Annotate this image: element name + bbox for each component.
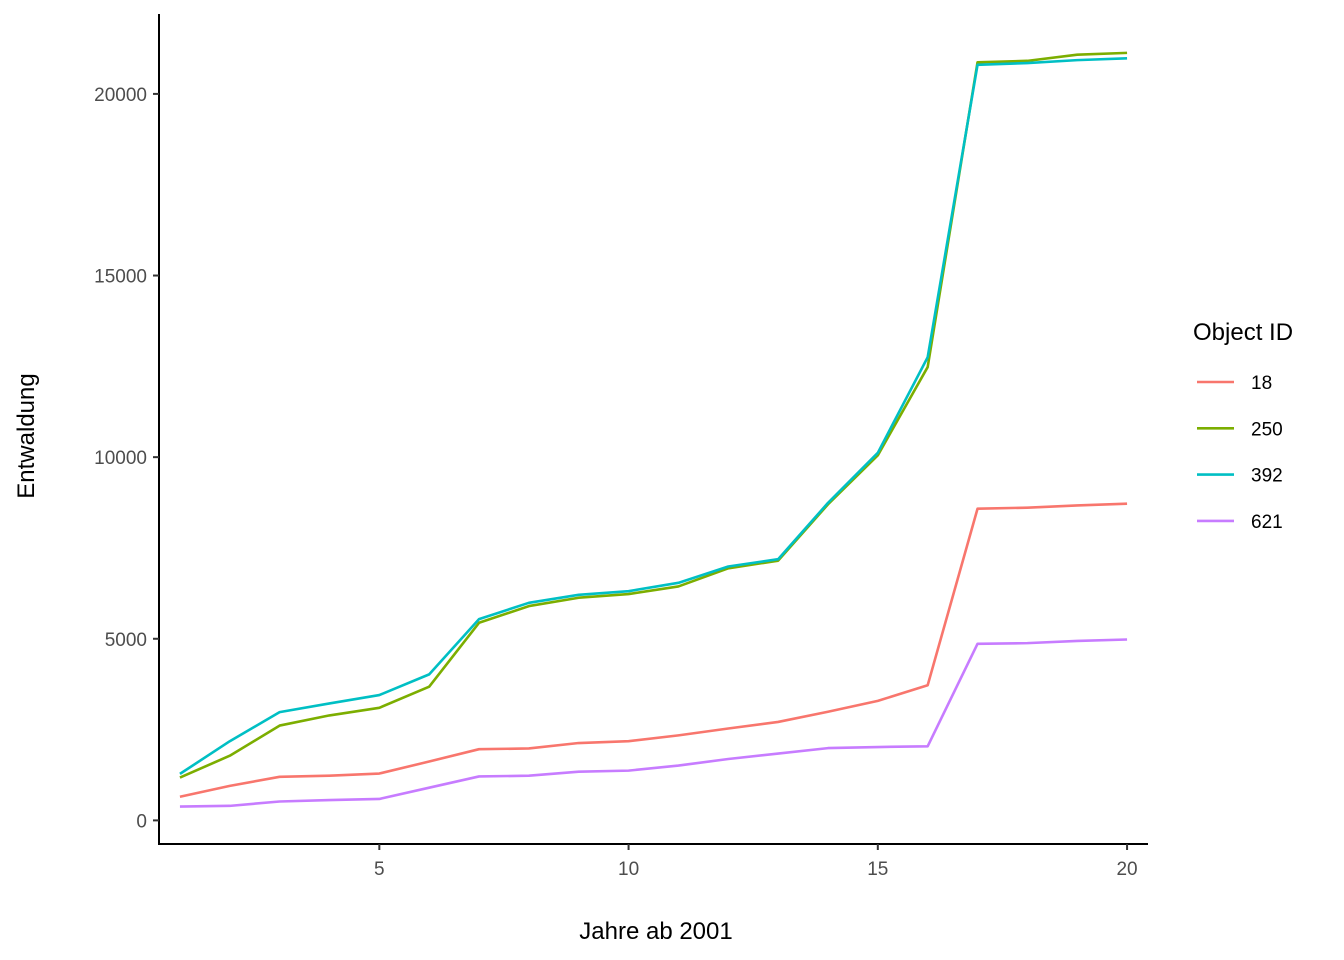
x-tick-label: 15 (867, 859, 888, 880)
legend-items: 18 250 392 621 (1197, 373, 1283, 533)
legend-title: Object ID (1193, 319, 1293, 346)
x-tick-label: 20 (1116, 859, 1137, 880)
series-line-621 (179, 638, 1128, 808)
plot-lines (179, 51, 1128, 808)
x-tick-label: 10 (618, 859, 639, 880)
legend: Object ID 18 250 392 621 (1193, 319, 1293, 533)
y-tick-label: 10000 (94, 448, 147, 469)
axes: 0 5000 10000 15000 20000 5 10 15 20 (94, 14, 1148, 880)
y-ticks: 0 5000 10000 15000 20000 (94, 85, 159, 832)
series-line-18 (179, 502, 1128, 799)
legend-label: 250 (1251, 419, 1283, 440)
legend-label: 392 (1251, 466, 1283, 487)
y-tick-label: 20000 (94, 85, 147, 106)
legend-label: 18 (1251, 373, 1272, 394)
y-tick-label: 15000 (94, 267, 147, 288)
series-line-250 (179, 51, 1128, 779)
legend-item-392: 392 (1197, 466, 1283, 487)
series-line-392 (179, 57, 1128, 775)
x-tick-label: 5 (374, 859, 385, 880)
y-tick-label: 0 (136, 811, 147, 832)
x-axis-title: Jahre ab 2001 (579, 918, 732, 945)
y-tick-label: 5000 (105, 630, 147, 651)
x-ticks: 5 10 15 20 (374, 844, 1138, 880)
legend-item-18: 18 (1197, 373, 1272, 394)
y-axis-title: Entwaldung (13, 373, 40, 498)
legend-label: 621 (1251, 512, 1283, 533)
legend-item-621: 621 (1197, 512, 1283, 533)
legend-item-250: 250 (1197, 419, 1283, 440)
